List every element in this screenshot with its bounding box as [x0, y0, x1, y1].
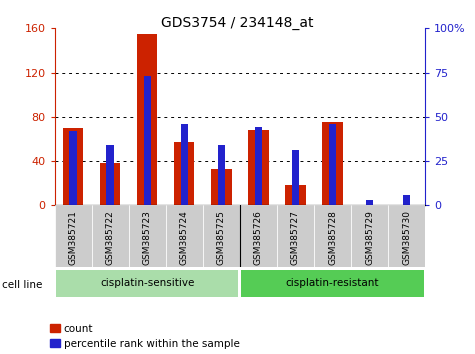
FancyBboxPatch shape [314, 205, 351, 267]
FancyBboxPatch shape [351, 205, 388, 267]
FancyBboxPatch shape [240, 205, 277, 267]
Bar [366, 200, 373, 205]
Bar [218, 145, 225, 205]
FancyBboxPatch shape [277, 205, 314, 267]
Bar [137, 34, 157, 205]
FancyBboxPatch shape [241, 270, 424, 297]
Text: GSM385723: GSM385723 [143, 210, 152, 265]
Bar [248, 130, 268, 205]
Legend: count, percentile rank within the sample: count, percentile rank within the sample [50, 324, 240, 349]
Bar [255, 127, 262, 205]
FancyBboxPatch shape [388, 205, 425, 267]
Text: GSM385724: GSM385724 [180, 210, 189, 265]
Bar [106, 145, 114, 205]
FancyBboxPatch shape [55, 205, 92, 267]
Text: GSM385729: GSM385729 [365, 210, 374, 265]
Bar [174, 142, 194, 205]
Text: GSM385727: GSM385727 [291, 210, 300, 265]
Text: cisplatin-sensitive: cisplatin-sensitive [100, 278, 194, 288]
FancyBboxPatch shape [166, 205, 203, 267]
Bar [211, 169, 231, 205]
Bar [285, 185, 305, 205]
Bar [292, 150, 299, 205]
Bar [69, 131, 77, 205]
Bar [323, 122, 342, 205]
Bar [63, 128, 83, 205]
FancyBboxPatch shape [56, 270, 238, 297]
FancyBboxPatch shape [129, 205, 166, 267]
Bar [329, 124, 336, 205]
Bar [100, 163, 120, 205]
Text: GSM385721: GSM385721 [69, 210, 77, 265]
Text: cisplatin-resistant: cisplatin-resistant [286, 278, 379, 288]
Text: GSM385722: GSM385722 [106, 210, 114, 265]
Text: GSM385728: GSM385728 [328, 210, 337, 265]
Text: GDS3754 / 234148_at: GDS3754 / 234148_at [161, 16, 314, 30]
Text: GSM385726: GSM385726 [254, 210, 263, 265]
Text: GSM385725: GSM385725 [217, 210, 226, 265]
FancyBboxPatch shape [92, 205, 129, 267]
Bar [403, 195, 410, 205]
Bar [143, 76, 151, 205]
Text: cell line: cell line [2, 280, 43, 290]
Bar [180, 124, 188, 205]
FancyBboxPatch shape [203, 205, 240, 267]
Text: GSM385730: GSM385730 [402, 210, 411, 265]
